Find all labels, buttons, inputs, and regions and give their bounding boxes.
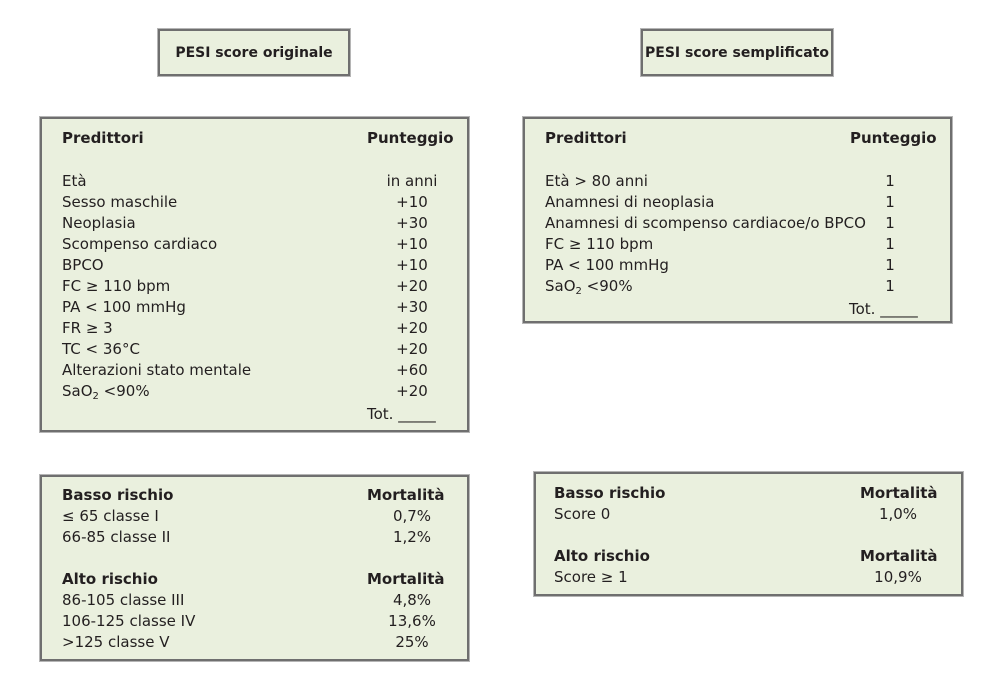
row-label-subscript: 2	[575, 286, 582, 297]
row-label: Età	[62, 172, 87, 190]
row-value: 1	[885, 172, 895, 190]
low-risk-header: Basso rischio	[554, 484, 666, 502]
row-label: SaO2 <90%	[545, 276, 633, 297]
row-label: 106-125 classe IV	[62, 612, 196, 630]
row-label: Alterazioni stato mentale	[62, 361, 252, 379]
row-value: +20	[396, 319, 428, 337]
row-value: 4,8%	[392, 591, 432, 609]
row-label: 86-105 classe III	[62, 591, 185, 609]
row-label: BPCO	[62, 256, 104, 274]
row-value: +10	[396, 235, 428, 253]
row-label: FR ≥ 3	[62, 319, 113, 337]
high-risk-header: Alto rischio	[554, 547, 650, 565]
row-label: Score ≥ 1	[554, 568, 628, 586]
mortality-header: Mortalità	[367, 570, 445, 588]
row-label: SaO2 <90%	[62, 381, 150, 402]
row-label: 66-85 classe II	[62, 528, 171, 546]
row-label: Anamnesi di scompenso cardiacoe/o BPCO	[545, 214, 866, 232]
predictors-header: Predittori	[545, 129, 627, 147]
row-label: Scompenso cardiaco	[62, 235, 218, 253]
row-label-prefix: SaO	[545, 277, 576, 295]
row-value: 25%	[395, 633, 429, 651]
row-label: Anamnesi di neoplasia	[545, 193, 715, 211]
row-value: +10	[396, 193, 428, 211]
row-label: PA < 100 mmHg	[62, 298, 186, 316]
row-value: +20	[396, 340, 428, 358]
row-value: +20	[396, 382, 428, 400]
row-value: 1	[885, 214, 895, 232]
row-value: +30	[396, 298, 428, 316]
row-value: 1	[885, 193, 895, 211]
row-label: FC ≥ 110 bpm	[545, 235, 654, 253]
score-header: Punteggio	[850, 129, 937, 147]
mortality-header: Mortalità	[367, 486, 445, 504]
low-risk-header: Basso rischio	[62, 486, 174, 504]
pesi-original-title-box: PESI score originale	[158, 29, 350, 76]
row-value: +60	[396, 361, 428, 379]
pesi-simplified-title: PESI score semplificato	[645, 44, 829, 61]
row-value: in anni	[386, 172, 438, 190]
row-label: PA < 100 mmHg	[545, 256, 669, 274]
row-label: >125 classe V	[62, 633, 170, 651]
pesi-simplified-title-box: PESI score semplificato	[641, 29, 833, 76]
row-value: +20	[396, 277, 428, 295]
total-field: Tot. _____	[367, 405, 436, 423]
mortality-header: Mortalità	[860, 547, 938, 565]
row-label-prefix: SaO	[62, 382, 93, 400]
high-risk-header: Alto rischio	[62, 570, 158, 588]
row-label-suffix: <90%	[98, 382, 150, 400]
row-label: Neoplasia	[62, 214, 136, 232]
row-value: 1	[885, 277, 895, 295]
row-value: 0,7%	[392, 507, 432, 525]
pesi-original-predictors-table: Predittori Punteggio Età in anni Sesso mas…	[40, 117, 469, 432]
row-label: ≤ 65 classe I	[62, 507, 159, 525]
row-label-suffix: <90%	[581, 277, 633, 295]
pesi-simplified-risk-table: Basso rischio Mortalità Score 0 1,0% Alto…	[534, 472, 963, 596]
predictors-header: Predittori	[62, 129, 144, 147]
row-label-subscript: 2	[92, 391, 99, 402]
row-label: Sesso maschile	[62, 193, 178, 211]
pesi-simplified-predictors-table: Predittori Punteggio Età > 80 anni 1 Anamn…	[523, 117, 952, 323]
row-value: 13,6%	[388, 612, 436, 630]
row-value: 1,0%	[878, 505, 918, 523]
row-label: Età > 80 anni	[545, 172, 648, 190]
row-label: Score 0	[554, 505, 611, 523]
row-value: 1,2%	[392, 528, 432, 546]
row-value: 10,9%	[874, 568, 922, 586]
row-value: 1	[885, 256, 895, 274]
row-value: +10	[396, 256, 428, 274]
pesi-original-risk-table: Basso rischio Mortalità ≤ 65 classe I 0,7…	[40, 475, 469, 661]
row-label: TC < 36°C	[62, 340, 140, 358]
mortality-header: Mortalità	[860, 484, 938, 502]
pesi-original-title: PESI score originale	[175, 44, 333, 61]
score-header: Punteggio	[367, 129, 454, 147]
row-value: 1	[885, 235, 895, 253]
row-label: FC ≥ 110 bpm	[62, 277, 171, 295]
total-field: Tot. _____	[849, 300, 918, 318]
row-value: +30	[396, 214, 428, 232]
